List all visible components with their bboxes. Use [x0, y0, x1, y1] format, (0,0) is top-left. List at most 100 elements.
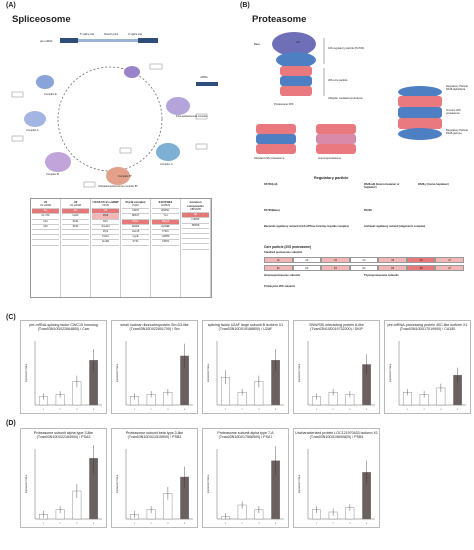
- splice-table-column: Prp19 complex Prp19 CDC5 SPF27 PRL1 AD002 Cwc1…: [121, 199, 151, 297]
- x-tick-label: 3: [349, 523, 351, 525]
- mrna-label: mRNA: [200, 76, 208, 79]
- 20s-label: 20S core particle: [328, 79, 348, 82]
- splice-table-cell: U2 snRNA: [62, 204, 89, 210]
- proteasome-subunit-cell: α7: [435, 257, 465, 263]
- x-tick-label: 1: [407, 409, 409, 411]
- chart-title: Uncharacterized protein LOC121970433 iso…: [295, 431, 378, 440]
- standard-subunits-label: Standard proteasome subunits: [264, 251, 303, 254]
- splice-table-cell: U1C: [32, 225, 59, 230]
- splice-table-cell: PRP28: [182, 224, 209, 229]
- splice-table-cell: Prp8: [92, 214, 119, 220]
- panel-c-label: (C): [6, 314, 16, 321]
- exon-label-1: 5' splice site: [80, 33, 95, 36]
- chart-plot: Expression Value 1 2 3 4: [207, 341, 284, 411]
- proteasome-subunit-cell: α6: [406, 257, 436, 263]
- splice-table-cell: [182, 234, 209, 240]
- premrna-label: pre-mRNA: [40, 40, 53, 43]
- panel-d-charts: Proteasome subunit alpha type 3-like (Tv…: [20, 428, 472, 532]
- proteasome-subunit-cell: β1: [264, 265, 293, 271]
- splice-table-cell: Snu66: [92, 240, 119, 246]
- splice-table-cell: SPF27: [122, 214, 149, 220]
- x-tick-label: 2: [60, 409, 62, 411]
- immuno-subunits-label: Immunoproteasome subunits: [264, 274, 301, 277]
- proteasome-subunit-cell: β7: [435, 265, 465, 271]
- x-tick-label: 4: [184, 523, 186, 525]
- x-tick-label: 3: [76, 523, 78, 525]
- x-tick-label: 3: [440, 409, 442, 411]
- bar-chart: Proteasome subunit alpha type 7-A (Tvan0…: [202, 428, 289, 528]
- splice-table-cell: U1-70K: [32, 214, 59, 220]
- panel-a-title: Spliceosome: [12, 14, 71, 25]
- chart-plot: Expression Value 1 2 3 4: [25, 341, 102, 411]
- x-tick-label: 2: [242, 409, 244, 411]
- splice-table-cell: Brr2: [92, 220, 119, 225]
- splice-table-cell: hnRNP: [182, 218, 209, 224]
- y-axis-label: Expression Value: [116, 363, 119, 382]
- x-tick-label: 4: [93, 523, 95, 525]
- x-tick-label: 4: [275, 409, 277, 411]
- splice-table-cell: CIP29: [152, 240, 179, 246]
- pa700-lid-label: PA700(Lid): [264, 183, 278, 186]
- complex-b-label: Complex B: [46, 173, 59, 176]
- splice-table-cell: [182, 229, 209, 234]
- splice-table-header: Prp19 complex: [125, 200, 146, 204]
- chart-plot: Expression Value 1 2 3 4: [207, 446, 284, 525]
- splice-table-cell: RNPS1: [152, 209, 179, 215]
- bar-chart: pre-mRNA-processing protein 40C-like iso…: [384, 320, 471, 414]
- x-tick-label: 2: [60, 523, 62, 525]
- complex-bstar-label: Complex B*: [118, 175, 132, 178]
- post-spliceosomal-label: Post-spliceosomal complex: [176, 115, 208, 118]
- thymo-subunits-label: Thymoproteasome subunits: [364, 274, 399, 277]
- splice-table-cell: AD002: [122, 225, 149, 230]
- splice-table-cell: Aly/REF: [152, 225, 179, 230]
- bar-chart: small nuclear ribonucleoprotein Sm D3-li…: [111, 320, 198, 414]
- splice-table-cell: [182, 239, 209, 245]
- splice-table-cell: SR: [182, 213, 209, 219]
- splice-table-cell: SF3b: [62, 225, 89, 230]
- x-tick-label: 2: [151, 409, 153, 411]
- splice-table-column: U2 U2 snRNA Sm U2AF SF3a SF3b: [61, 199, 91, 297]
- complex-b-act-blob: [106, 167, 130, 185]
- proteasome-structure-diagram: [256, 32, 442, 154]
- mrna-bar: [196, 82, 218, 86]
- splice-table-cell: [62, 240, 89, 246]
- splice-table-cell: [32, 235, 59, 241]
- proteasome-subunit-cell: β3: [321, 265, 350, 271]
- splice-table-header: U4/U6.U5 tri-snRNP: [92, 200, 119, 204]
- pa28ab-label: PA28-α/β (hetero-hexamer or heptamer): [364, 183, 400, 189]
- bar-chart: Proteasome subunit alpha type 3-like (Tv…: [20, 428, 107, 528]
- x-tick-label: 3: [167, 523, 169, 525]
- x-tick-label: 3: [258, 409, 260, 411]
- complex-a-blob: [24, 111, 46, 127]
- splice-table-cell: [62, 235, 89, 241]
- x-tick-label: 2: [242, 523, 244, 525]
- proteasome-subunit-cell: α3: [321, 257, 350, 263]
- splice-table-cell: ACINUS: [152, 204, 179, 210]
- panel-b-title: Proteasome: [252, 14, 307, 25]
- chart-plot: Expression Value 1 2 3 4: [389, 341, 466, 411]
- splice-table-cell: Snu114: [92, 225, 119, 230]
- complex-e-label: Complex E: [44, 93, 57, 96]
- y-axis-label: Expression Value: [207, 474, 210, 493]
- splice-table-cell: SYF1: [122, 240, 149, 246]
- splice-table-cell: THOC: [152, 230, 179, 236]
- splice-table-cell: U2AF: [62, 214, 89, 220]
- proteasome-subunit-cell: α1: [264, 257, 293, 263]
- chart-plot: Expression Value 1 2 3 4: [25, 445, 102, 525]
- chart-title: Proteasome subunit alpha type 7-A (Tvan0…: [217, 431, 274, 440]
- post-spliceosomal-blob: [166, 97, 190, 115]
- splice-table-column: Common components CBP20/80 SR hnRNP PRP28: [181, 199, 211, 297]
- chart-plot: Expression Value 1 2 3 4: [116, 341, 193, 411]
- chart-title: pre-mRNA-processing protein 40C-like iso…: [387, 323, 468, 332]
- base-label: Base: [254, 43, 260, 46]
- splice-table-header: U1: [43, 200, 48, 204]
- x-tick-label: 4: [93, 409, 95, 411]
- proteasome-subunit-cell: β2: [292, 265, 322, 271]
- lid-shape: [272, 32, 316, 56]
- splice-table-cell: Sm: [32, 209, 59, 215]
- immunoproteasome-label: Immunoproteasome: [318, 157, 342, 160]
- bar-chart: Uncharacterized protein LOC121970433 iso…: [293, 428, 380, 528]
- splice-table-cell: U1A: [32, 220, 59, 225]
- activated-complex-label: Activated spliceosome complex B*: [98, 185, 138, 188]
